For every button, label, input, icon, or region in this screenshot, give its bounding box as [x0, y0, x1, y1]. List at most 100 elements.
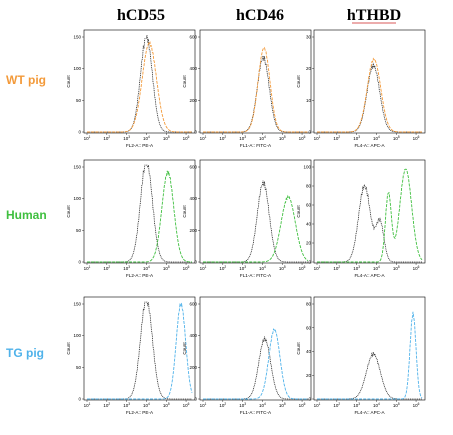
y-axis-label: Count — [182, 75, 187, 88]
x-tick-label: 102 — [333, 402, 340, 408]
x-tick-label: 101 — [84, 402, 91, 408]
x-tick-label: 104 — [373, 265, 380, 271]
plot-frame — [313, 29, 426, 134]
x-axis-label: FL1-A:: FITC-A — [240, 410, 272, 415]
series-sample-line — [317, 311, 423, 400]
row-label-tg-pig: TG pig — [6, 346, 44, 360]
y-tick-label: 150 — [73, 35, 81, 40]
y-axis-label: Count — [182, 342, 187, 355]
y-tick-label: 600 — [189, 35, 197, 40]
y-axis-label: Count — [182, 205, 187, 218]
series-sample-line — [87, 302, 193, 400]
x-axis-label: FL4-A:: APC-A — [354, 273, 385, 278]
y-tick-label: 200 — [189, 228, 197, 233]
series-control-line — [87, 301, 192, 400]
x-tick-label: 106 — [413, 135, 420, 141]
x-tick-label: 104 — [373, 135, 380, 141]
x-tick-label: 105 — [393, 402, 400, 408]
row-label-wt-pig: WT pig — [6, 73, 46, 87]
y-tick-label: 400 — [189, 196, 197, 201]
plot-frame — [83, 296, 196, 401]
series-sample-line — [317, 57, 422, 133]
x-tick-label: 101 — [200, 402, 207, 408]
y-tick-label: 600 — [189, 302, 197, 307]
column-title-hcd55: hCD55 — [117, 7, 165, 24]
y-tick-label: 200 — [189, 98, 197, 103]
x-axis-label: FL2-A:: PE-A — [126, 410, 154, 415]
plot-frame — [83, 159, 196, 264]
x-tick-label: 101 — [84, 135, 91, 141]
x-tick-label: 105 — [393, 135, 400, 141]
y-tick-label: 150 — [73, 302, 81, 307]
series-control-line — [203, 180, 308, 263]
plot-frame — [199, 159, 312, 264]
x-tick-label: 105 — [163, 402, 170, 408]
plot-frame — [199, 296, 312, 401]
y-tick-label: 10 — [306, 98, 312, 103]
x-tick-label: 106 — [299, 265, 306, 271]
y-tick-label: 60 — [306, 325, 312, 330]
y-tick-label: 0 — [308, 397, 311, 402]
series-sample-line — [87, 170, 192, 263]
x-tick-label: 104 — [143, 135, 150, 141]
y-tick-label: 40 — [306, 349, 312, 354]
y-tick-label: 20 — [306, 241, 312, 246]
y-axis-label: Count — [66, 75, 71, 88]
x-tick-label: 105 — [279, 402, 286, 408]
x-tick-label: 105 — [393, 265, 400, 271]
y-tick-label: 0 — [308, 130, 311, 135]
x-tick-label: 104 — [143, 402, 150, 408]
x-axis-label: FL4-A:: APC-A — [354, 143, 385, 148]
y-tick-label: 400 — [189, 66, 197, 71]
y-tick-label: 0 — [194, 397, 197, 402]
plot-frame — [313, 159, 426, 264]
x-tick-label: 105 — [279, 135, 286, 141]
plot-frame — [83, 29, 196, 134]
x-axis-label: FL2-A:: PE-A — [126, 143, 154, 148]
x-tick-label: 103 — [123, 265, 130, 271]
y-axis-label: Count — [66, 342, 71, 355]
x-tick-label: 102 — [333, 265, 340, 271]
y-tick-label: 0 — [78, 397, 81, 402]
y-tick-label: 60 — [306, 203, 312, 208]
y-tick-label: 20 — [306, 66, 312, 71]
y-tick-label: 0 — [78, 130, 81, 135]
series-sample-line — [317, 168, 423, 263]
x-tick-label: 102 — [219, 265, 226, 271]
x-tick-label: 106 — [183, 402, 190, 408]
x-tick-label: 102 — [103, 402, 110, 408]
series-sample-line — [203, 194, 309, 263]
column-title-hcd46: hCD46 — [236, 7, 284, 24]
y-tick-label: 80 — [306, 302, 312, 307]
row-labels: WT pig Human TG pig — [6, 73, 47, 360]
x-tick-label: 102 — [103, 135, 110, 141]
x-tick-label: 104 — [259, 135, 266, 141]
column-titles: hCD55 hCD46 hTHBD — [117, 7, 401, 24]
x-axis-label: FL1-A:: FITC-A — [240, 273, 272, 278]
x-tick-label: 104 — [143, 265, 150, 271]
x-tick-label: 106 — [299, 402, 306, 408]
y-tick-label: 80 — [306, 184, 312, 189]
y-tick-label: 0 — [78, 260, 81, 265]
x-tick-label: 104 — [259, 402, 266, 408]
x-tick-label: 106 — [183, 135, 190, 141]
x-tick-label: 103 — [353, 135, 360, 141]
y-tick-label: 600 — [189, 165, 197, 170]
y-axis-label: Count — [296, 342, 301, 355]
x-tick-label: 104 — [373, 402, 380, 408]
y-tick-label: 30 — [306, 35, 312, 40]
x-tick-label: 105 — [163, 265, 170, 271]
x-tick-label: 106 — [413, 265, 420, 271]
y-tick-label: 100 — [73, 333, 81, 338]
plot-frame — [199, 29, 312, 134]
